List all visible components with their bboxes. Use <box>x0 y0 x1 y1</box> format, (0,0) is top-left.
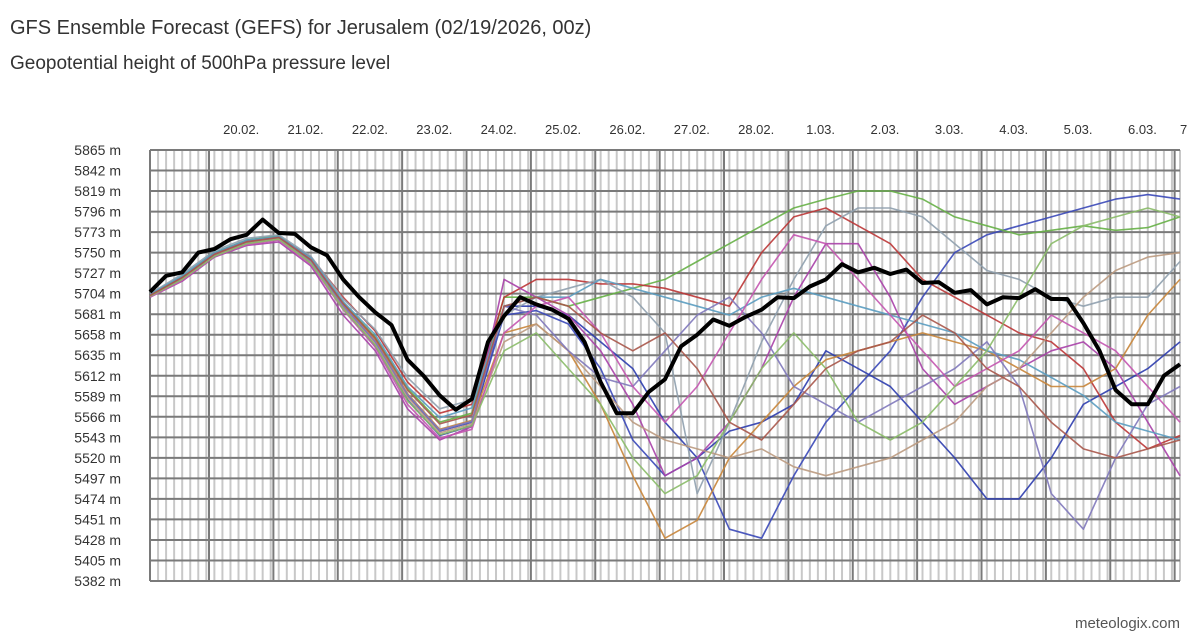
y-tick-label: 5428 m <box>74 532 121 548</box>
y-tick-label: 5520 m <box>74 450 121 466</box>
ensemble-mean-line <box>148 217 1182 416</box>
y-tick-label: 5865 m <box>74 142 121 158</box>
x-tick-label: 21.02. <box>287 122 323 137</box>
ensemble-members <box>149 190 1181 540</box>
y-tick-label: 5451 m <box>74 511 121 527</box>
x-tick-label: 22.02. <box>352 122 388 137</box>
x-tick-label: 7 <box>1180 122 1187 137</box>
y-tick-label: 5382 m <box>74 573 121 589</box>
chart-subtitle: Geopotential height of 500hPa pressure l… <box>10 53 391 74</box>
y-tick-label: 5589 m <box>74 388 121 404</box>
x-tick-label: 2.03. <box>870 122 899 137</box>
x-tick-label: 5.03. <box>1064 122 1093 137</box>
x-tick-label: 28.02. <box>738 122 774 137</box>
y-tick-label: 5704 m <box>74 286 121 302</box>
y-tick-label: 5612 m <box>74 368 121 384</box>
credit-watermark: meteologix.com <box>1074 615 1180 632</box>
x-axis: 20.02. 21.02. 22.02. 23.02. 24.02. 25.02. 26.0… <box>223 122 1187 137</box>
x-tick-label: 20.02. <box>223 122 259 137</box>
y-tick-label: 5635 m <box>74 347 121 363</box>
x-tick-label: 3.03. <box>935 122 964 137</box>
y-tick-label: 5819 m <box>74 183 121 199</box>
ensemble-member-line <box>149 236 1181 459</box>
y-tick-label: 5543 m <box>74 429 121 445</box>
y-tick-label: 5405 m <box>74 552 121 568</box>
x-tick-label: 26.02. <box>609 122 645 137</box>
x-tick-label: 23.02. <box>416 122 452 137</box>
x-tick-label: 1.03. <box>806 122 835 137</box>
y-tick-label: 5566 m <box>74 409 121 425</box>
y-tick-label: 5750 m <box>74 245 121 261</box>
y-tick-label: 5681 m <box>74 306 121 322</box>
y-tick-label: 5474 m <box>74 491 121 507</box>
y-tick-label: 5796 m <box>74 204 121 220</box>
x-tick-label: 27.02. <box>674 122 710 137</box>
ensemble-mean <box>148 217 1182 416</box>
y-tick-label: 5727 m <box>74 265 121 281</box>
y-tick-label: 5658 m <box>74 327 121 343</box>
ensemble-member-line <box>149 207 1181 495</box>
y-tick-label: 5497 m <box>74 470 121 486</box>
x-tick-label: 4.03. <box>999 122 1028 137</box>
grid <box>149 149 1181 582</box>
chart-title: GFS Ensemble Forecast (GEFS) for Jerusal… <box>10 17 592 39</box>
x-tick-label: 24.02. <box>481 122 517 137</box>
y-axis: 5865 m 5842 m 5819 m 5796 m 5773 m 5750 m 5727… <box>74 142 121 589</box>
y-tick-label: 5842 m <box>74 163 121 179</box>
x-tick-label: 6.03. <box>1128 122 1157 137</box>
y-tick-label: 5773 m <box>74 224 121 240</box>
x-tick-label: 25.02. <box>545 122 581 137</box>
